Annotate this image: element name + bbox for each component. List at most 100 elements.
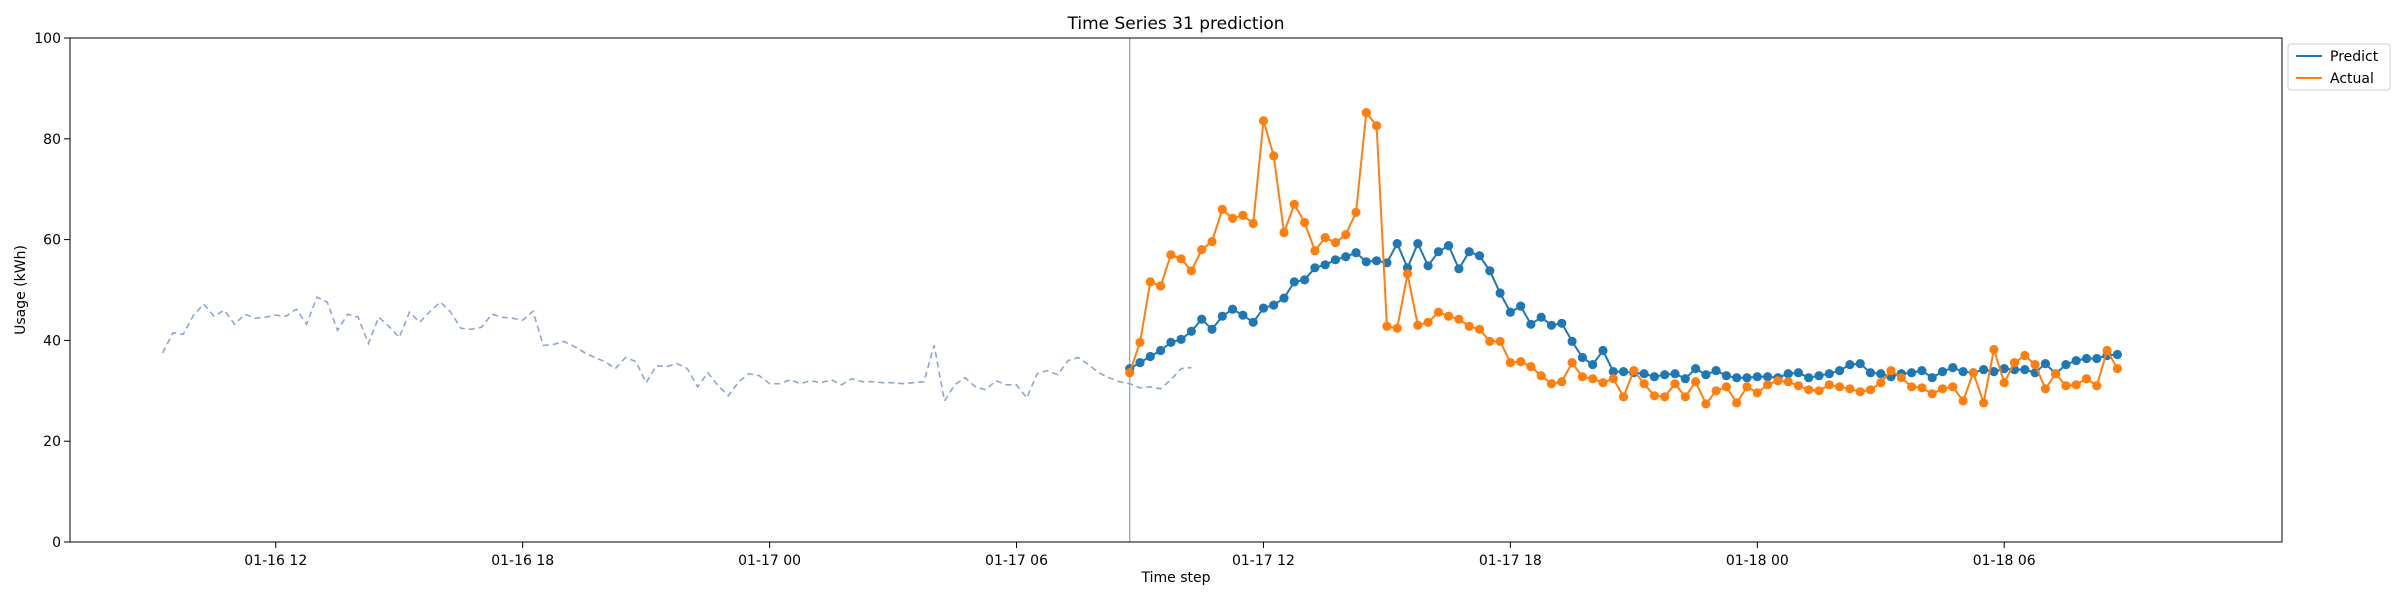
data-point-actual: [1773, 376, 1783, 386]
data-point-actual: [1845, 384, 1855, 394]
data-point-actual: [2061, 381, 2071, 391]
data-point-actual: [1711, 386, 1721, 396]
data-point-actual: [1361, 108, 1371, 118]
data-point-actual: [1166, 250, 1176, 260]
data-point-predict: [1135, 358, 1145, 368]
data-point-predict: [1454, 264, 1464, 274]
data-point-predict: [1300, 275, 1310, 285]
data-point-predict: [1228, 304, 1238, 314]
data-point-actual: [1855, 387, 1865, 397]
data-point-actual: [1598, 378, 1608, 388]
data-point-actual: [2081, 374, 2092, 384]
data-point-predict: [1269, 300, 1279, 310]
y-tick-label: 80: [43, 132, 61, 148]
data-point-actual: [1125, 368, 1135, 378]
data-point-predict: [1197, 314, 1207, 324]
data-point-actual: [2092, 381, 2102, 391]
data-point-actual: [1495, 336, 1505, 346]
data-point-actual: [1546, 379, 1557, 389]
data-point-predict: [1341, 252, 1351, 262]
data-point-actual: [1896, 373, 1906, 383]
data-point-predict: [1413, 239, 1423, 249]
data-point-predict: [1763, 372, 1773, 382]
data-point-actual: [1979, 398, 1989, 408]
data-point-actual: [1989, 344, 1999, 355]
data-point-predict: [1824, 369, 1834, 379]
data-point-actual: [1444, 311, 1454, 321]
y-tick-label: 100: [34, 31, 61, 47]
chart-title: Time Series 31 prediction: [1066, 14, 1284, 34]
data-point-actual: [1320, 233, 1330, 243]
data-point-actual: [1145, 277, 1155, 287]
y-axis-label: Usage (kWh): [13, 245, 29, 335]
data-point-predict: [1485, 266, 1495, 276]
data-point-predict: [1608, 367, 1618, 377]
data-point-predict: [1505, 307, 1515, 317]
data-point-actual: [1907, 382, 1917, 392]
data-point-actual: [1721, 382, 1731, 392]
data-point-predict: [1526, 319, 1536, 329]
data-point-actual: [1505, 358, 1515, 368]
data-point-actual: [1588, 374, 1598, 384]
y-tick-label: 20: [43, 434, 61, 450]
data-point-predict: [1588, 360, 1598, 370]
x-tick-label: 01-18 06: [1973, 553, 2036, 569]
data-point-predict: [1937, 367, 1948, 377]
data-point-predict: [1680, 374, 1690, 384]
data-point-actual: [1258, 116, 1269, 126]
data-point-predict: [1176, 334, 1186, 344]
data-point-predict: [1752, 372, 1762, 382]
data-point-predict: [1248, 317, 1258, 327]
data-point-predict: [1186, 326, 1196, 336]
series-layer: [161, 38, 2122, 542]
data-point-predict: [1948, 363, 1958, 373]
data-point-predict: [1865, 368, 1876, 378]
data-point-actual: [1660, 392, 1670, 402]
data-point-actual: [2009, 358, 2020, 368]
history-line: [161, 295, 1192, 404]
data-point-actual: [1824, 380, 1834, 390]
plot-frame: [69, 37, 2283, 543]
data-point-actual: [1577, 372, 1587, 382]
data-point-predict: [1258, 303, 1269, 313]
data-point-predict: [1670, 369, 1680, 379]
axes: 0 20 40 60 80 100 01-16 12 01-16 18 01-17 00 01-1…: [34, 31, 2036, 569]
data-point-predict: [1577, 352, 1587, 363]
data-point-predict: [2112, 349, 2122, 360]
data-point-actual: [1526, 362, 1536, 372]
y-tick-label: 0: [52, 535, 61, 551]
data-point-predict: [1691, 364, 1701, 374]
data-point-predict: [1516, 301, 1526, 311]
data-point-actual: [1618, 392, 1629, 402]
data-point-predict: [1156, 345, 1166, 356]
data-point-actual: [1958, 396, 1968, 406]
data-point-predict: [2092, 353, 2102, 364]
data-point-predict: [2081, 353, 2092, 364]
data-point-predict: [1721, 371, 1731, 381]
data-point-predict: [1618, 367, 1629, 377]
data-point-actual: [1228, 213, 1238, 223]
data-point-actual: [1485, 336, 1495, 346]
data-point-actual: [1680, 392, 1690, 402]
data-point-predict: [1289, 277, 1299, 287]
data-point-actual: [1742, 382, 1752, 392]
x-tick-label: 01-16 12: [244, 553, 307, 569]
data-point-actual: [1310, 246, 1320, 256]
y-tick-label: 40: [43, 333, 61, 349]
data-point-predict: [1546, 320, 1557, 330]
x-tick-label: 01-17 00: [738, 553, 801, 569]
data-point-predict: [2020, 365, 2030, 375]
data-point-actual: [1783, 377, 1793, 387]
data-point-predict: [1814, 371, 1824, 381]
data-point-predict: [1639, 369, 1649, 379]
data-point-actual: [1701, 399, 1711, 409]
data-point-actual: [1948, 382, 1958, 392]
data-point-predict: [1979, 365, 1989, 375]
data-point-predict: [1701, 370, 1711, 380]
x-tick-label: 01-17 06: [985, 553, 1048, 569]
data-point-actual: [1670, 379, 1680, 389]
data-point-predict: [1742, 373, 1752, 383]
data-point-actual: [1793, 381, 1803, 391]
data-point-actual: [1382, 321, 1392, 331]
